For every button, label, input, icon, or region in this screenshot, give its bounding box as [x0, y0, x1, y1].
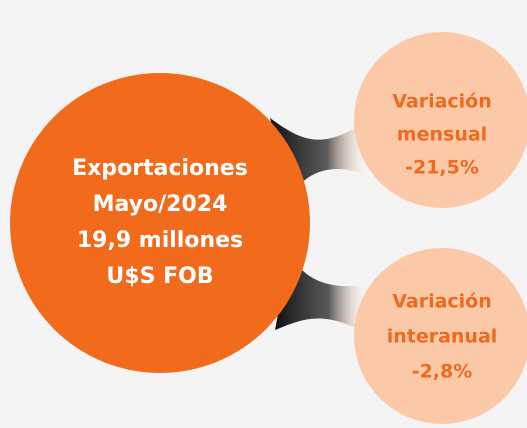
label: 19,9 millones	[77, 228, 243, 253]
annual-circle	[354, 248, 527, 424]
label: -21,5%	[405, 157, 479, 179]
label: -2,8%	[412, 361, 473, 383]
label: interanual	[387, 326, 498, 348]
label: mensual	[397, 124, 487, 146]
label: Variación	[392, 91, 492, 113]
label: U$S FOB	[106, 264, 213, 289]
label: Exportaciones	[72, 156, 248, 181]
label: Variación	[392, 291, 492, 313]
main-circle	[10, 73, 310, 373]
monthly-circle	[354, 32, 527, 208]
label: Mayo/2024	[93, 192, 228, 217]
